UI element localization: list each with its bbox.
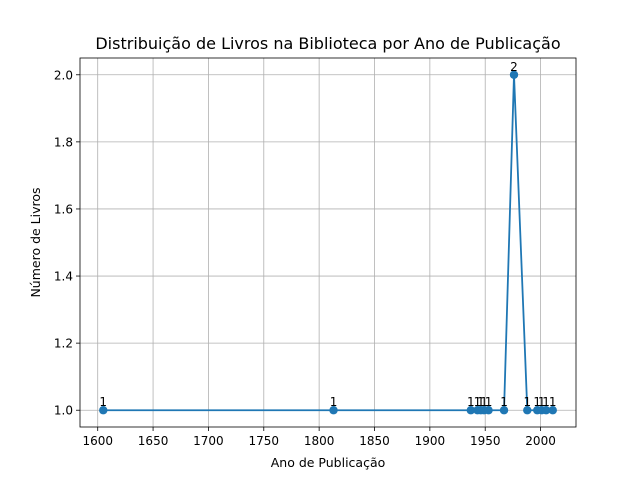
x-tick-label: 1800 (304, 434, 335, 448)
data-point (484, 406, 493, 415)
x-tick-label: 1900 (415, 434, 446, 448)
data-label: 1 (480, 395, 488, 409)
x-axis-label: Ano de Publicação (271, 455, 386, 470)
y-tick-label: 1.8 (54, 135, 73, 149)
data-label: 1 (523, 395, 531, 409)
data-label: 1 (330, 395, 338, 409)
data-label: 1 (542, 395, 550, 409)
x-tick-label: 1750 (249, 434, 280, 448)
grid-layer (80, 58, 576, 427)
data-point (548, 406, 557, 415)
series-layer (99, 70, 557, 415)
data-label: 1 (474, 395, 482, 409)
data-point (329, 406, 338, 415)
x-tick-label: 1600 (82, 434, 113, 448)
x-tick-label: 1700 (193, 434, 224, 448)
y-tick-label: 1.2 (54, 337, 73, 351)
data-label: 1 (533, 395, 541, 409)
chart-title: Distribuição de Livros na Biblioteca por… (95, 34, 560, 53)
data-label: 1 (477, 395, 485, 409)
x-tick-label: 1650 (138, 434, 169, 448)
x-tick-label: 1950 (470, 434, 501, 448)
y-axis-ticks: 1.0 1.2 1.4 1.6 1.8 2.0 (54, 68, 80, 418)
data-label: 1 (99, 395, 107, 409)
y-tick-label: 1.6 (54, 202, 73, 216)
data-label: 1 (500, 395, 508, 409)
data-point (466, 406, 476, 415)
data-label: 1 (538, 395, 546, 409)
data-label: 2 (510, 60, 518, 74)
plot-frame (79, 57, 577, 428)
data-label: 1 (485, 395, 493, 409)
x-tick-label: 1850 (359, 434, 390, 448)
data-label: 1 (549, 395, 557, 409)
x-tick-label: 2000 (525, 434, 556, 448)
data-point (99, 406, 108, 415)
data-label: 1 (467, 395, 475, 409)
y-axis-label: Número de Livros (28, 187, 43, 297)
data-point (523, 406, 532, 415)
data-point (541, 406, 551, 415)
data-point (509, 70, 519, 79)
y-tick-label: 2.0 (54, 68, 73, 82)
data-point (499, 406, 509, 415)
x-axis-ticks: 1600 1650 1700 1750 1800 1850 1900 1950 2000 (82, 427, 556, 448)
y-tick-label: 1.4 (54, 270, 73, 284)
y-tick-label: 1.0 (54, 404, 73, 418)
